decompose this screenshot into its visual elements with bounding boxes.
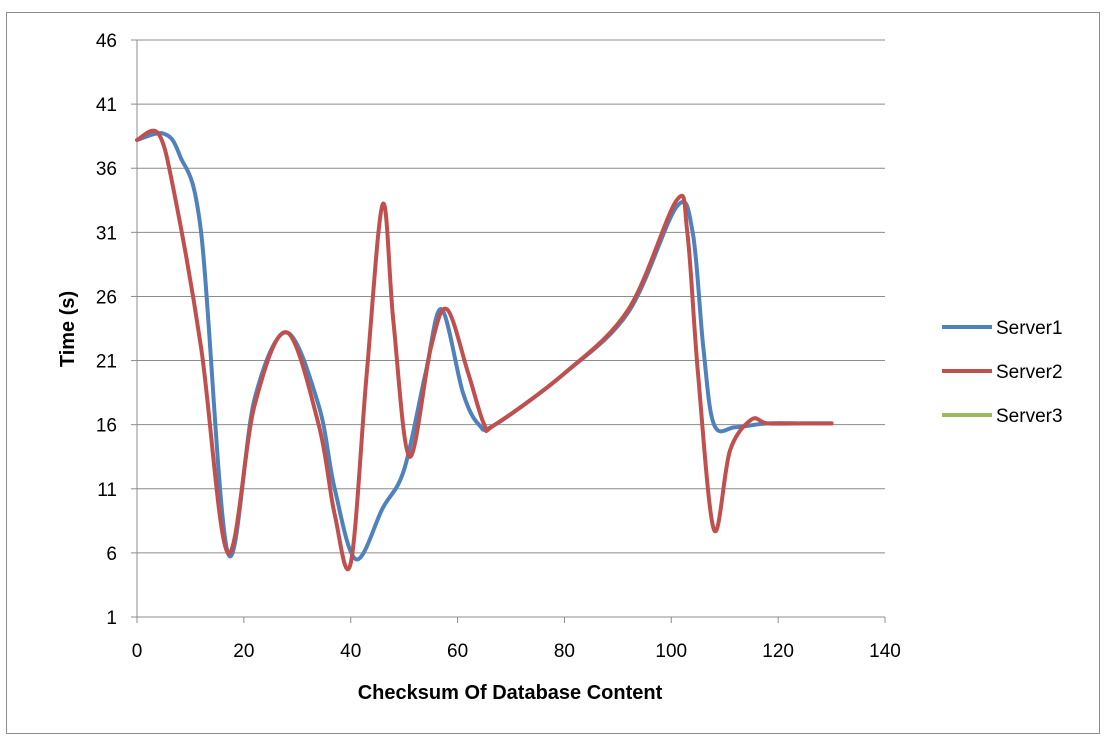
y-tick-label: 21: [96, 352, 117, 373]
axes: [131, 39, 886, 623]
y-tick-label: 46: [96, 31, 117, 52]
x-tick-label: 140: [869, 641, 901, 662]
legend-label-server2: Server2: [996, 362, 1063, 383]
chart-frame: [6, 12, 1100, 734]
y-tick-label: 26: [96, 287, 117, 308]
legend: Server1 Server2 Server3: [942, 318, 1063, 427]
x-tick-label: 100: [655, 641, 687, 662]
legend-label-server1: Server1: [996, 318, 1063, 339]
x-tick-label: 20: [233, 641, 254, 662]
grid-lines: [137, 39, 885, 554]
x-tick-label: 40: [340, 641, 361, 662]
series-line-server2: [135, 128, 834, 572]
legend-label-server3: Server3: [996, 406, 1063, 427]
y-tick-label: 6: [106, 544, 117, 565]
x-tick-label: 60: [447, 641, 468, 662]
y-tick-label: 31: [96, 223, 117, 244]
y-tick-label: 11: [97, 480, 117, 501]
y-tick-label: 1: [106, 608, 117, 629]
y-tick-label: 41: [96, 95, 117, 116]
y-tick-label: 16: [96, 416, 117, 437]
y-axis-title: Time (s): [57, 291, 79, 367]
x-tick-label: 120: [762, 641, 794, 662]
x-tick-labels: 0 20 40 60 80 100 120 140: [132, 641, 901, 662]
y-tick-label: 36: [96, 159, 117, 180]
x-tick-label: 80: [554, 641, 575, 662]
x-tick-label: 0: [132, 641, 143, 662]
x-axis-title: Checksum Of Database Content: [358, 682, 663, 704]
series-lines: [135, 128, 834, 572]
